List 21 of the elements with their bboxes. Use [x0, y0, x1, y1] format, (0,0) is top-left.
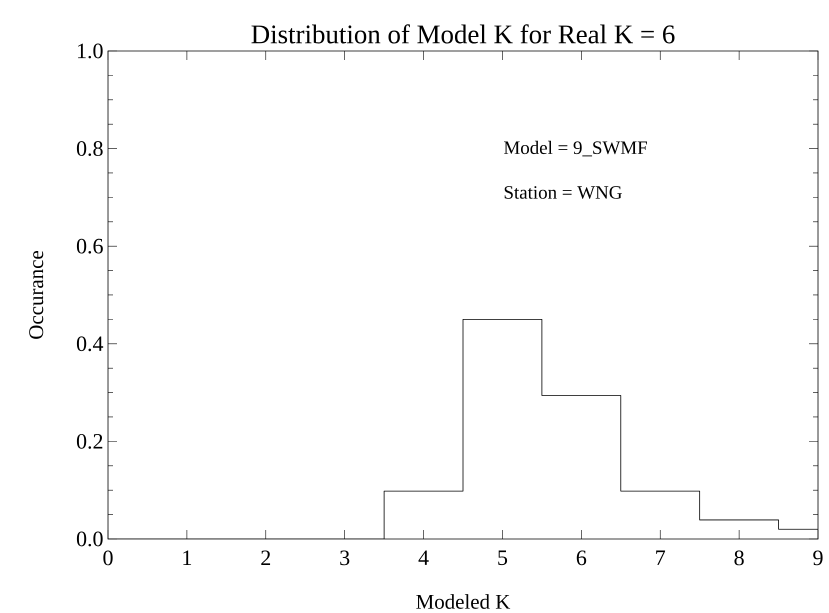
- x-tick-label: 0: [103, 550, 113, 566]
- chart-title: Distribution of Model K for Real K = 6: [251, 24, 675, 44]
- y-tick-label: 0.6: [76, 238, 103, 254]
- annotation: Station = WNG: [504, 186, 622, 199]
- y-tick-label: 0.8: [76, 141, 103, 156]
- x-tick-label: 1: [183, 550, 192, 565]
- x-tick-label: 7: [656, 550, 666, 565]
- annotation: Model = 9_SWMF: [504, 140, 648, 156]
- x-tick-label: 4: [418, 550, 429, 565]
- y-tick-label: 0.4: [76, 336, 104, 352]
- x-tick-label: 5: [498, 550, 508, 566]
- y-axis-title: Occurance: [29, 250, 44, 339]
- x-tick-label: 9: [813, 550, 823, 566]
- x-tick-label: 2: [261, 550, 270, 566]
- x-tick-label: 3: [340, 550, 350, 566]
- y-tick-label: 0.0: [76, 532, 103, 546]
- x-tick-label: 8: [734, 550, 744, 566]
- y-tick-label: 1.0: [78, 44, 103, 58]
- x-tick-label: 6: [576, 550, 586, 566]
- y-tick-label: 0.2: [76, 434, 102, 449]
- x-axis-title: Modeled K: [416, 594, 510, 609]
